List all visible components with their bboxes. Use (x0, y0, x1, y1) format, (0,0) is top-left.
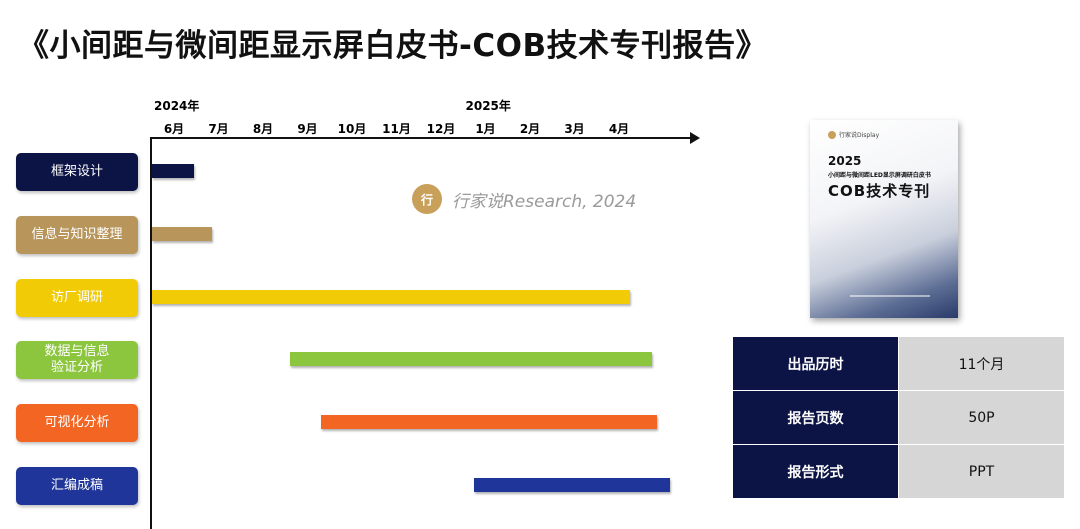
month-tick-label: 7月 (208, 122, 229, 136)
task-label: 可视化分析 (16, 404, 138, 443)
month-tick-label: 9月 (297, 122, 318, 136)
x-axis-line (150, 137, 692, 139)
month-tick-label: 12月 (426, 122, 456, 136)
task-bar (152, 226, 212, 241)
report-info-table: 出品历时 11个月 报告页数 50P 报告形式 PPT (732, 336, 1065, 499)
task-label: 汇编成稿 (16, 467, 138, 505)
month-tick-label: 4月 (608, 122, 630, 136)
task-label: 数据与信息 验证分析 (16, 341, 138, 380)
cover-year: 2025 (828, 154, 862, 168)
task-bar (474, 478, 671, 492)
month-tick-label: 2月 (519, 122, 541, 136)
cover-main-title: COB技术专刊 (828, 182, 931, 200)
task-bar (289, 352, 653, 367)
info-value: PPT (898, 444, 1065, 499)
info-row: 报告页数 50P (732, 390, 1065, 445)
task-bar (152, 164, 195, 178)
info-key: 出品历时 (732, 336, 899, 391)
year-label: 2024年 (154, 99, 200, 113)
report-cover-image: 行家说Display 2025 小间距与微间距LED显示屏调研白皮书 COB技术… (810, 120, 958, 318)
info-row: 出品历时 11个月 (732, 336, 1065, 391)
cover-brand: 行家说Display (828, 130, 879, 139)
month-tick-label: 6月 (163, 122, 185, 136)
brand-logo-icon (828, 130, 836, 139)
ijia-logo-icon: 行 (412, 184, 442, 214)
info-value: 11个月 (898, 336, 1065, 391)
info-row: 报告形式 PPT (732, 444, 1065, 499)
page-title: 《小间距与微间距显示屏白皮书-COB技术专刊报告》 (18, 28, 768, 64)
info-key: 报告形式 (732, 444, 899, 499)
task-label: 框架设计 (16, 153, 138, 191)
y-axis-line (150, 137, 152, 529)
task-bar (320, 415, 657, 430)
task-bar (152, 289, 631, 304)
watermark: 行 行家说Research, 2024 (412, 184, 636, 214)
x-axis-arrow (690, 132, 700, 144)
month-tick-label: 1月 (475, 122, 496, 136)
info-value: 50P (898, 390, 1065, 445)
task-label: 访厂调研 (16, 278, 138, 317)
month-tick-label: 8月 (252, 122, 274, 136)
month-tick-label: 11月 (382, 122, 411, 136)
cover-brand-text: 行家说Display (839, 132, 880, 139)
month-tick-label: 3月 (564, 122, 585, 136)
month-tick-label: 10月 (337, 122, 367, 136)
watermark-text: 行家说Research, 2024 (452, 191, 637, 212)
task-label: 信息与知识整理 (16, 215, 138, 254)
info-key: 报告页数 (732, 390, 899, 445)
cover-subtitle: 小间距与微间距LED显示屏调研白皮书 (828, 172, 931, 179)
cover-footer-line (850, 295, 930, 297)
year-label: 2025年 (465, 99, 511, 113)
